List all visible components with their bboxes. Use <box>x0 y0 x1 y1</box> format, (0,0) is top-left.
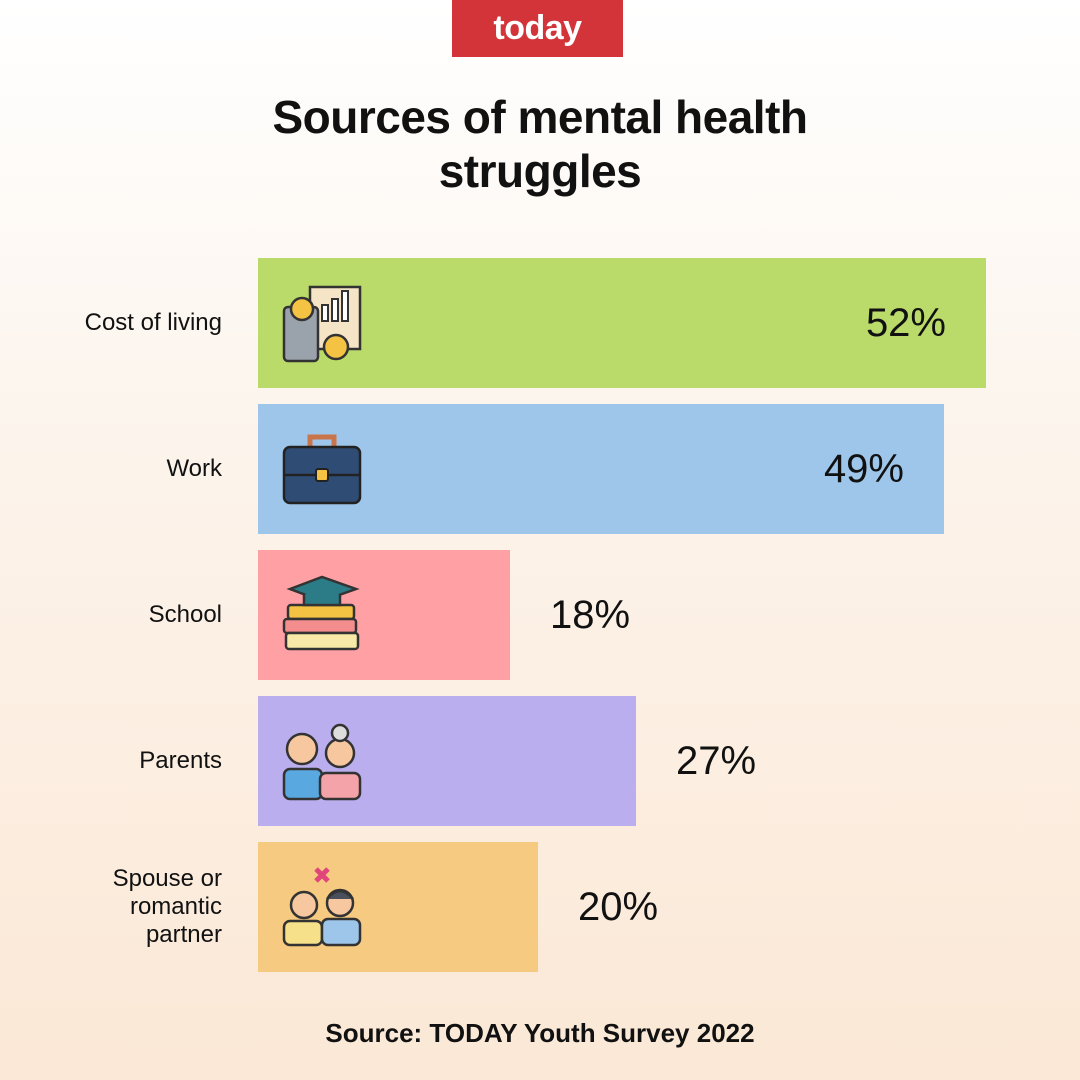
icon-couple <box>282 867 362 947</box>
value-label: 49% <box>823 447 904 491</box>
brand-logo: today <box>452 0 623 57</box>
bar <box>258 404 944 534</box>
icon-money <box>282 285 362 363</box>
category-label: School <box>148 601 222 628</box>
bar <box>258 258 986 388</box>
category-label: Spouse or romantic partner <box>112 865 222 948</box>
source-note: Source: TODAY Youth Survey 2022 <box>325 1018 755 1048</box>
chart-title: Sources of mental health struggles <box>272 91 808 197</box>
bar <box>258 696 636 826</box>
icon-parents <box>282 723 362 801</box>
category-label: Cost of living <box>84 309 222 336</box>
value-label: 20% <box>578 885 659 929</box>
value-label: 52% <box>865 301 946 345</box>
category-label: Parents <box>139 747 222 774</box>
icon-books <box>282 575 360 651</box>
value-label: 27% <box>676 739 757 783</box>
value-label: 18% <box>550 593 631 637</box>
icon-briefcase <box>282 434 362 505</box>
category-label: Work <box>166 455 222 482</box>
